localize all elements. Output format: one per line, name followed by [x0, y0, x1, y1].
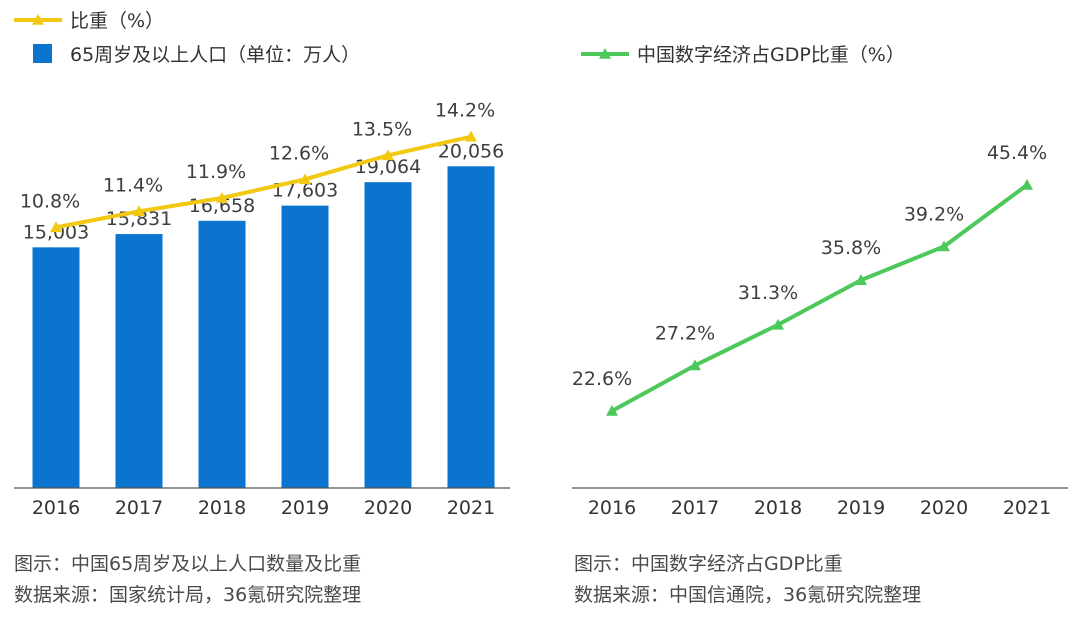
digital-label-2020: 39.2% — [904, 203, 964, 225]
legend-population-label: 65周岁及以上人口（单位：万人） — [70, 44, 360, 66]
legend-population-swatch — [33, 44, 52, 63]
left-x-tick-2021: 2021 — [447, 497, 495, 519]
ratio-label-2019: 12.6% — [269, 142, 329, 164]
ratio-marker-2017 — [133, 205, 145, 217]
ratio-label-2020: 13.5% — [352, 118, 412, 140]
right-x-tick-2017: 2017 — [671, 497, 719, 519]
right-chart-source: 数据来源：中国信通院，36氪研究院整理 — [574, 584, 922, 606]
ratio-label-2021: 14.2% — [435, 100, 495, 122]
left-x-tick-2016: 2016 — [32, 497, 80, 519]
population-bar-2016 — [32, 247, 80, 488]
ratio-marker-2016 — [50, 221, 62, 233]
population-label-2021: 20,056 — [438, 140, 504, 162]
left-x-tick-2018: 2018 — [198, 497, 246, 519]
digital-label-2017: 27.2% — [655, 322, 715, 344]
digital-marker-2020 — [938, 240, 950, 252]
digital-label-2021: 45.4% — [987, 142, 1047, 164]
digital-economy-line — [611, 183, 1029, 413]
left-chart-source: 数据来源：国家统计局，36氪研究院整理 — [14, 584, 362, 606]
population-bar-2018 — [198, 220, 246, 488]
digital-label-2018: 31.3% — [738, 282, 798, 304]
digital-marker-2017 — [689, 359, 701, 371]
left-x-tick-2017: 2017 — [115, 497, 163, 519]
legend-ratio-marker — [32, 14, 44, 25]
left-x-tick-2019: 2019 — [281, 497, 329, 519]
digital-marker-2018 — [772, 318, 784, 330]
population-bar-2019 — [281, 205, 329, 488]
digital-label-2019: 35.8% — [821, 237, 881, 259]
legend-digital-marker — [599, 48, 611, 59]
ratio-label-2017: 11.4% — [103, 174, 163, 196]
digital-marker-2021 — [1021, 179, 1033, 190]
ratio-marker-2019 — [299, 173, 311, 185]
right-x-tick-2021: 2021 — [1003, 497, 1051, 519]
legend-ratio-label: 比重（%） — [70, 10, 164, 32]
right-x-tick-2016: 2016 — [588, 497, 636, 519]
digital-marker-2016 — [606, 405, 618, 416]
ratio-line — [55, 134, 472, 230]
ratio-marker-2021 — [465, 130, 477, 142]
population-bar-2020 — [364, 182, 412, 488]
digital-marker-2019 — [855, 274, 867, 285]
population-bar-2017 — [115, 234, 163, 488]
ratio-marker-2020 — [382, 149, 394, 161]
right-x-tick-2020: 2020 — [920, 497, 968, 519]
right-chart-caption: 图示：中国数字经济占GDP比重 — [574, 553, 843, 575]
population-bar-2021 — [447, 166, 495, 488]
digital-label-2016: 22.6% — [572, 368, 632, 390]
ratio-label-2016: 10.8% — [20, 190, 80, 212]
right-x-tick-2019: 2019 — [837, 497, 885, 519]
population-label-2016: 15,003 — [23, 221, 89, 243]
ratio-label-2018: 11.9% — [186, 161, 246, 183]
population-label-2019: 17,603 — [272, 180, 338, 202]
legend-digital-label: 中国数字经济占GDP比重（%） — [637, 44, 905, 66]
ratio-marker-2018 — [216, 192, 228, 203]
right-x-tick-2018: 2018 — [754, 497, 802, 519]
left-chart-caption: 图示：中国65周岁及以上人口数量及比重 — [14, 553, 362, 575]
left-x-tick-2020: 2020 — [364, 497, 412, 519]
